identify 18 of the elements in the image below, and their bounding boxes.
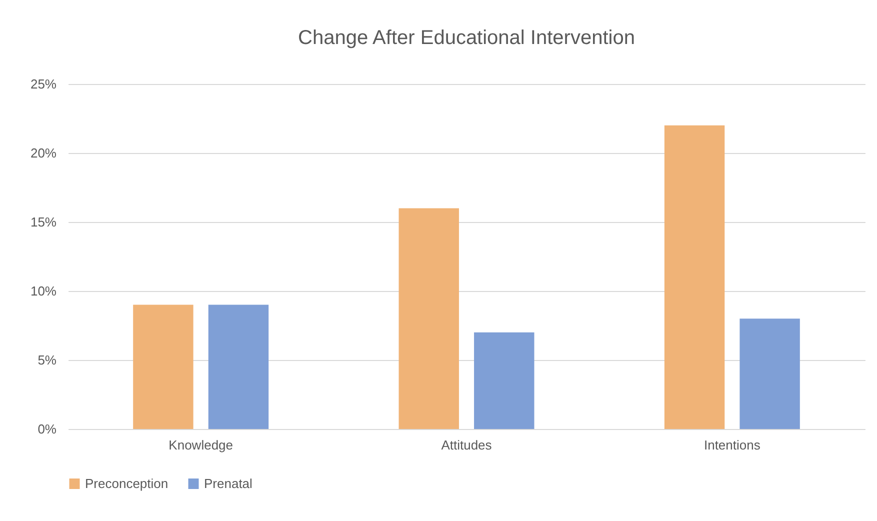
bar: [474, 332, 534, 429]
y-tick-label: 10%: [30, 284, 57, 298]
bar: [740, 318, 800, 429]
x-tick-label: Attitudes: [441, 438, 492, 452]
bar: [664, 125, 725, 429]
y-tick-label: 0%: [38, 422, 57, 436]
bar: [398, 208, 459, 429]
bar: [208, 304, 269, 429]
legend-label: Prenatal: [204, 476, 253, 491]
y-tick-label: 20%: [30, 146, 57, 160]
chart-title: Change After Educational Intervention: [298, 27, 635, 49]
x-tick-label: Knowledge: [168, 438, 233, 452]
y-tick-label: 25%: [30, 76, 57, 92]
x-tick-label: Intentions: [704, 438, 761, 452]
y-tick-label: 15%: [30, 214, 57, 230]
bar: [133, 304, 194, 429]
legend-label: Preconception: [85, 476, 168, 491]
y-tick-label: 5%: [38, 352, 57, 368]
